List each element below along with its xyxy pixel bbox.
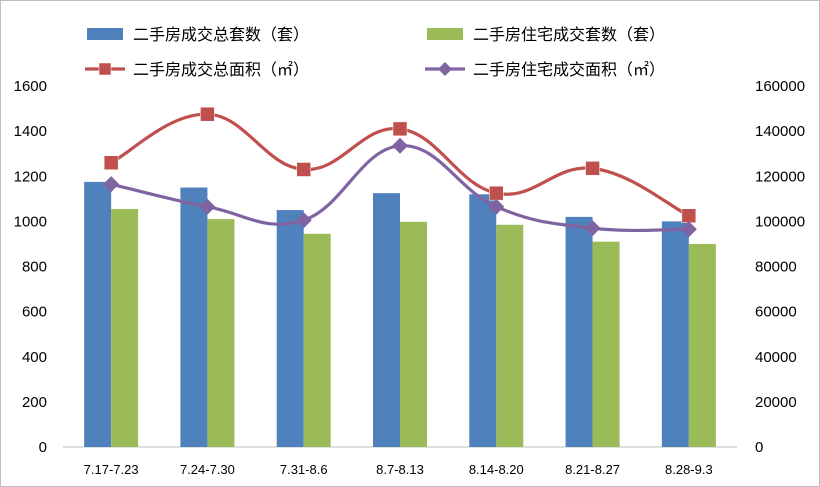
right-axis-tick-label: 100000 <box>755 213 805 230</box>
right-axis-tick-labels: 0 20000 40000 60000 80000 100000 120000 140000 1… <box>755 78 805 456</box>
bar-residential-units <box>207 219 235 447</box>
right-axis-tick-label: 140000 <box>755 123 805 140</box>
bar-residential-units <box>688 243 716 447</box>
left-axis-tick-label: 1600 <box>14 78 47 95</box>
category-label: 8.28-9.3 <box>665 462 713 477</box>
right-axis-tick-label: 160000 <box>755 78 805 95</box>
bar-total-units <box>469 194 497 447</box>
square-marker <box>296 162 311 177</box>
diamond-marker <box>103 176 120 193</box>
square-marker <box>681 208 697 223</box>
right-axis-tick-label: 0 <box>755 439 763 456</box>
square-marker <box>489 185 504 201</box>
legend-label: 二手房住宅成交套数（套） <box>473 25 665 44</box>
bar-residential-units <box>496 224 524 447</box>
square-marker <box>392 121 408 137</box>
right-axis-tick-label: 20000 <box>755 394 797 411</box>
category-label: 8.14-8.20 <box>469 462 524 477</box>
left-axis-tick-label: 1400 <box>14 123 47 140</box>
bar-residential-units <box>111 208 139 447</box>
legend-label: 二手房成交总面积（㎡） <box>133 60 309 79</box>
category-tick-labels: 7.17-7.23 7.24-7.30 7.31-8.6 8.7-8.13 8.14-8… <box>84 462 713 477</box>
diamond-marker <box>392 137 408 154</box>
diamond-marker <box>680 221 697 238</box>
diamond-marker <box>295 212 312 229</box>
left-axis-tick-label: 200 <box>22 394 47 411</box>
legend-swatch <box>427 28 463 40</box>
bar-residential-units <box>303 233 331 447</box>
bar-total-units <box>565 216 593 447</box>
bar-total-units <box>661 221 689 447</box>
category-label: 8.21-8.27 <box>565 462 620 477</box>
bar-total-units <box>180 187 208 447</box>
legend: 二手房成交总套数（套） 二手房住宅成交套数（套） 二手房成交总面积（㎡） 二手房住宅成… <box>85 25 665 79</box>
right-axis-tick-label: 40000 <box>755 349 797 366</box>
left-axis-tick-label: 800 <box>22 259 47 276</box>
left-axis-tick-label: 1000 <box>14 213 47 230</box>
legend-swatch <box>87 28 123 40</box>
left-axis-tick-label: 0 <box>39 439 47 456</box>
legend-label: 二手房住宅成交面积（㎡） <box>473 60 665 79</box>
bar-total-units <box>84 181 112 447</box>
right-axis-tick-label: 120000 <box>755 168 805 185</box>
left-axis-tick-labels: 0 200 400 600 800 1000 1200 1400 1600 <box>14 78 47 456</box>
diamond-marker <box>584 220 601 237</box>
category-label: 7.24-7.30 <box>180 462 235 477</box>
legend-marker <box>438 62 452 76</box>
bar-total-units <box>276 210 304 447</box>
right-axis-tick-label: 80000 <box>755 259 797 276</box>
legend-marker <box>98 62 112 76</box>
bar-residential-units <box>400 221 427 447</box>
right-axis-tick-label: 60000 <box>755 304 797 321</box>
bars-group <box>84 181 716 447</box>
left-axis-tick-label: 600 <box>22 304 47 321</box>
plot-area <box>63 106 737 448</box>
category-label: 8.7-8.13 <box>376 462 424 477</box>
diamond-marker <box>488 198 505 215</box>
square-marker <box>585 161 600 176</box>
square-marker <box>200 106 215 122</box>
bar-residential-units <box>592 241 620 447</box>
legend-label: 二手房成交总套数（套） <box>133 25 309 44</box>
square-marker <box>103 155 119 170</box>
bar-total-units <box>373 193 400 447</box>
left-axis-tick-label: 1200 <box>14 168 47 185</box>
category-label: 7.31-8.6 <box>280 462 328 477</box>
left-axis-tick-label: 400 <box>22 349 47 366</box>
lines-group <box>103 106 697 238</box>
diamond-marker <box>199 198 216 215</box>
category-label: 7.17-7.23 <box>84 462 139 477</box>
